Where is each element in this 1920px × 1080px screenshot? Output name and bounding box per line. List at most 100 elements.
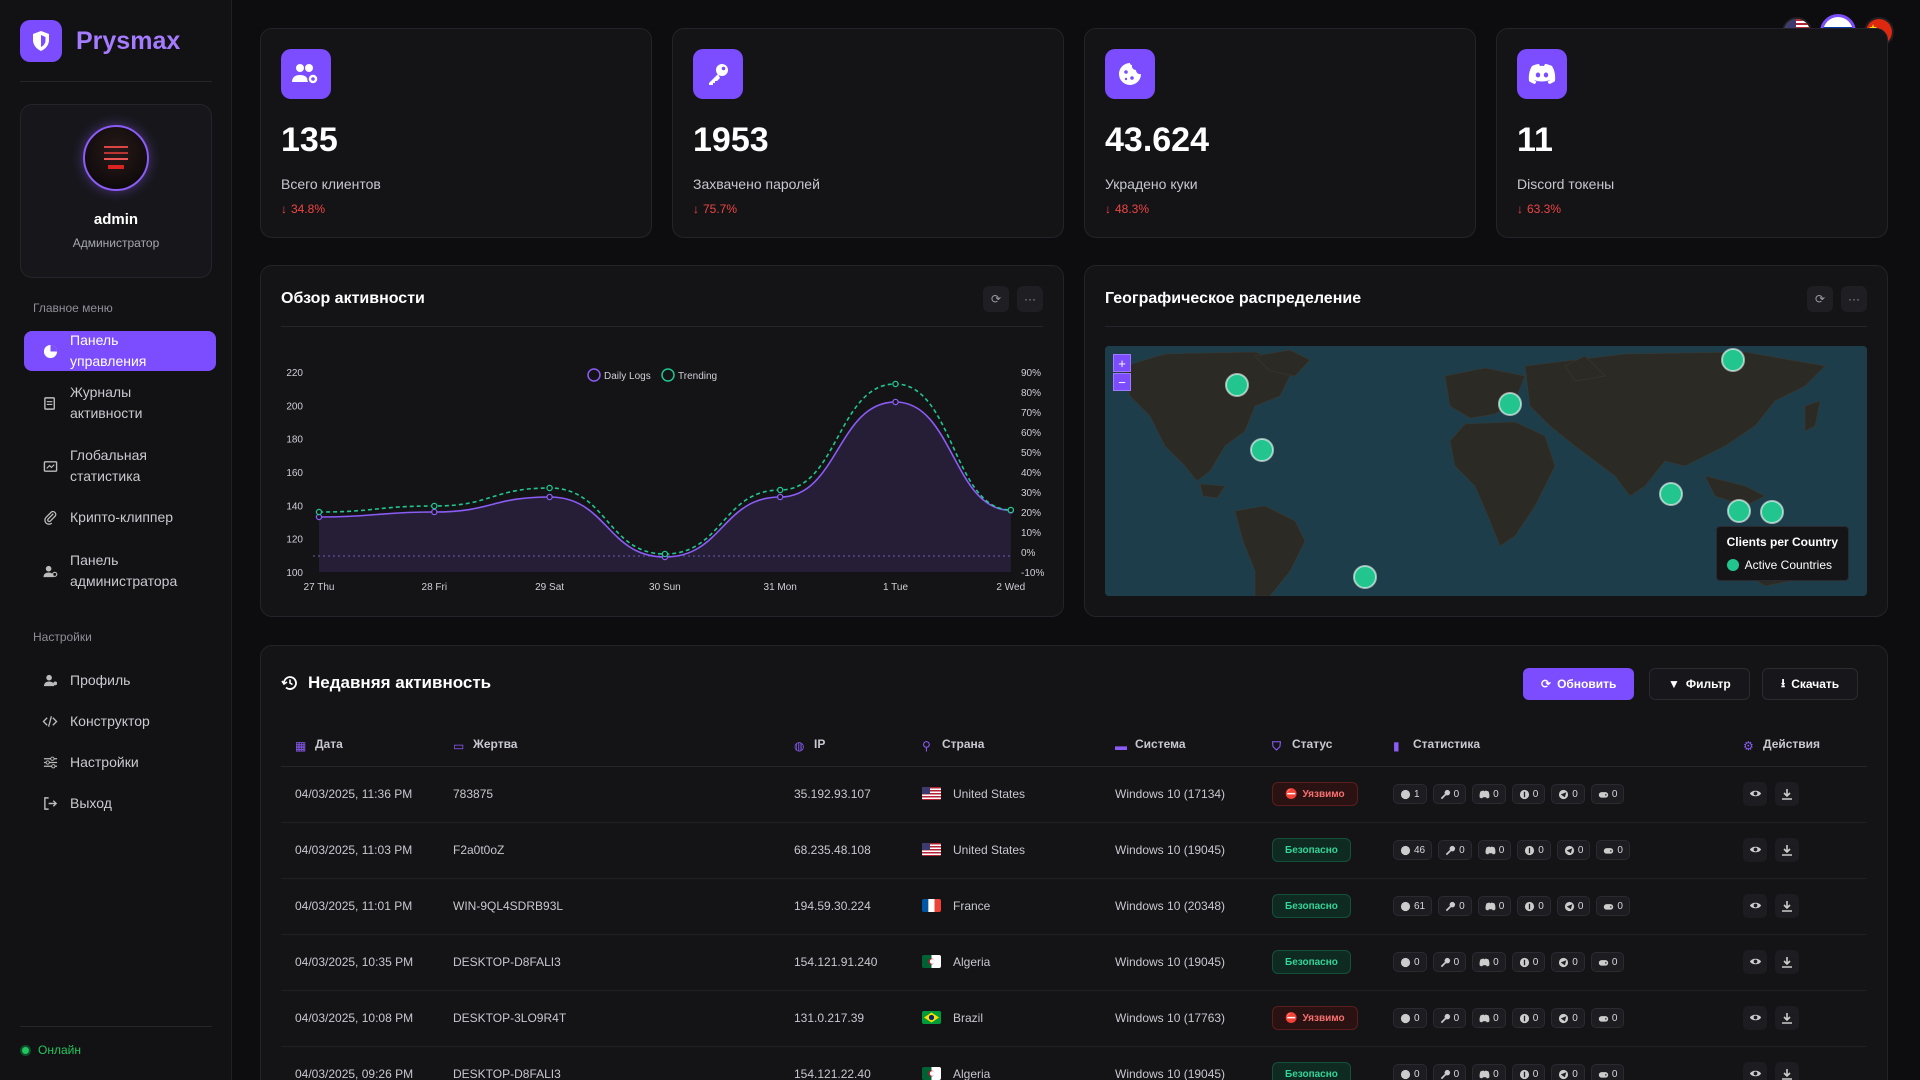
world-map[interactable]: + − Clients per Country Active Countries [1105,346,1867,596]
data-point[interactable] [776,486,784,494]
column-header-date[interactable]: ▦ Дата [281,722,453,767]
cell-victim[interactable]: DESKTOP-3LO9R4T [453,990,794,1047]
table-row[interactable]: 04/03/2025, 11:01 PM WIN-9QL4SDRB93L 194.5… [281,878,1867,935]
nav-admin-panel[interactable]: Панель администратора [24,550,216,592]
map-legend: Clients per Country Active Countries [1715,526,1849,581]
column-header-system[interactable]: ▬ Система [1115,722,1272,767]
data-point[interactable] [431,502,438,510]
download-button[interactable]: ⭳ Скачать [1762,668,1859,700]
stat-pill: 0 [1432,1064,1467,1080]
data-point[interactable] [776,493,784,501]
cell-victim[interactable]: 783875 [453,766,794,823]
download-row-button[interactable] [1775,950,1799,975]
column-header-ip[interactable]: ◍ IP [794,722,922,767]
map-pin-icon: ⚲ [922,738,931,753]
discord-count-icon [1485,845,1496,856]
y2-tick-label: -10% [1021,568,1044,579]
map-marker[interactable] [1727,499,1751,523]
data-point[interactable] [892,380,899,388]
nav-builder[interactable]: Конструктор [24,711,216,732]
nav-dashboard[interactable]: Панель управления [24,331,216,371]
map-marker[interactable] [1659,482,1683,506]
table-row[interactable]: 04/03/2025, 10:35 PM DESKTOP-D8FALI3 154.1… [281,934,1867,991]
download-icon [1782,789,1792,801]
map-marker[interactable] [1353,565,1377,589]
download-row-button[interactable] [1775,1062,1799,1080]
refresh-icon[interactable]: ⟳ [1807,286,1833,312]
brand[interactable]: Prysmax [20,20,180,62]
stat-pill-value: 0 [1532,1068,1539,1080]
map-marker[interactable] [1225,373,1249,397]
eye-icon [1749,902,1761,909]
cell-stats: 1 0 0 0 0 0 [1393,766,1743,823]
view-button[interactable] [1743,837,1767,862]
table-row[interactable]: 04/03/2025, 10:08 PM DESKTOP-3LO9R4T 131.0… [281,990,1867,1047]
stat-pill: 0 [1596,840,1630,860]
filter-button[interactable]: ▼ Фильтр [1649,668,1750,700]
more-icon[interactable]: ··· [1841,286,1867,312]
nav-global-stats[interactable]: Глобальная статистика [24,445,216,487]
profile-card: admin Администратор [20,104,212,278]
activity-overview-panel: Обзор активности ⟳ ··· 100 120 140 160 180 20… [260,265,1064,617]
data-point[interactable] [546,484,553,492]
nav-label: Настройки [70,754,139,770]
refresh-button[interactable]: ⟳ Обновить [1523,668,1635,700]
column-header-stats[interactable]: ▮ Статистика [1393,722,1743,767]
nav-settings[interactable]: Настройки [24,752,216,773]
download-row-button[interactable] [1775,782,1799,807]
map-marker[interactable] [1498,392,1522,416]
stat-label: Захвачено паролей [693,176,820,192]
table-row[interactable]: 04/03/2025, 11:03 PM F2a0t0oZ 68.235.48.10… [281,822,1867,879]
avatar[interactable] [83,125,149,191]
paperclip-icon [42,510,58,526]
data-point[interactable] [546,493,553,501]
stat-pill-value: 0 [1459,900,1465,912]
cell-victim[interactable]: WIN-9QL4SDRB93L [453,878,794,935]
download-row-button[interactable] [1775,894,1799,919]
data-point[interactable] [431,508,438,516]
br-flag-icon [922,1011,941,1024]
column-label: Статус [1292,736,1333,751]
map-legend-title: Clients per Country [1726,535,1838,549]
logs-icon [42,395,58,411]
data-point[interactable] [315,508,323,516]
desktop-icon: ▬ [1115,738,1127,753]
sliders-icon [42,755,58,771]
user-icon [42,673,58,689]
map-marker[interactable] [1760,500,1784,524]
table-row[interactable]: 04/03/2025, 11:36 PM 783875 35.192.93.107 U… [281,766,1867,823]
view-button[interactable] [1743,1061,1767,1080]
data-point[interactable] [1007,506,1015,514]
column-header-victim[interactable]: ▭ Жертва [453,722,794,767]
view-button[interactable] [1743,781,1767,806]
nav-activity-logs[interactable]: Журналы активности [24,382,216,424]
zoom-in-button[interactable]: + [1113,354,1131,372]
cell-victim[interactable]: F2a0t0oZ [453,822,794,879]
view-button[interactable] [1743,1005,1767,1030]
cell-victim[interactable]: DESKTOP-D8FALI3 [453,1046,794,1080]
view-button[interactable] [1743,949,1767,974]
cell-victim[interactable]: DESKTOP-D8FALI3 [453,934,794,991]
stat-card-cookies: 43.624 Украдено куки ↓ 48.3% [1084,28,1476,238]
nav-crypto-clipper[interactable]: Крипто-клиппер [24,507,216,528]
stat-value: 135 [281,121,338,159]
refresh-icon[interactable]: ⟳ [983,286,1009,312]
download-row-button[interactable] [1775,1006,1799,1031]
view-button[interactable] [1743,893,1767,918]
x-tick-label: 28 Fri [422,582,448,593]
more-icon[interactable]: ··· [1017,286,1043,312]
stat-pill-value: 0 [1538,844,1544,856]
column-header-status[interactable]: ⛉ Статус [1272,722,1393,767]
data-point[interactable] [661,550,669,558]
column-header-country[interactable]: ⚲ Страна [922,722,1115,767]
map-marker[interactable] [1250,438,1274,462]
stat-pill-value: 0 [1498,844,1505,856]
map-marker[interactable] [1721,348,1745,372]
table-row[interactable]: 04/03/2025, 09:26 PM DESKTOP-D8FALI3 154.1… [281,1046,1867,1080]
data-point[interactable] [892,398,899,406]
stats-icon [42,458,58,474]
nav-profile[interactable]: Профиль [24,670,216,691]
zoom-out-button[interactable]: − [1113,373,1131,391]
nav-logout[interactable]: Выход [24,793,216,814]
download-row-button[interactable] [1775,838,1799,863]
